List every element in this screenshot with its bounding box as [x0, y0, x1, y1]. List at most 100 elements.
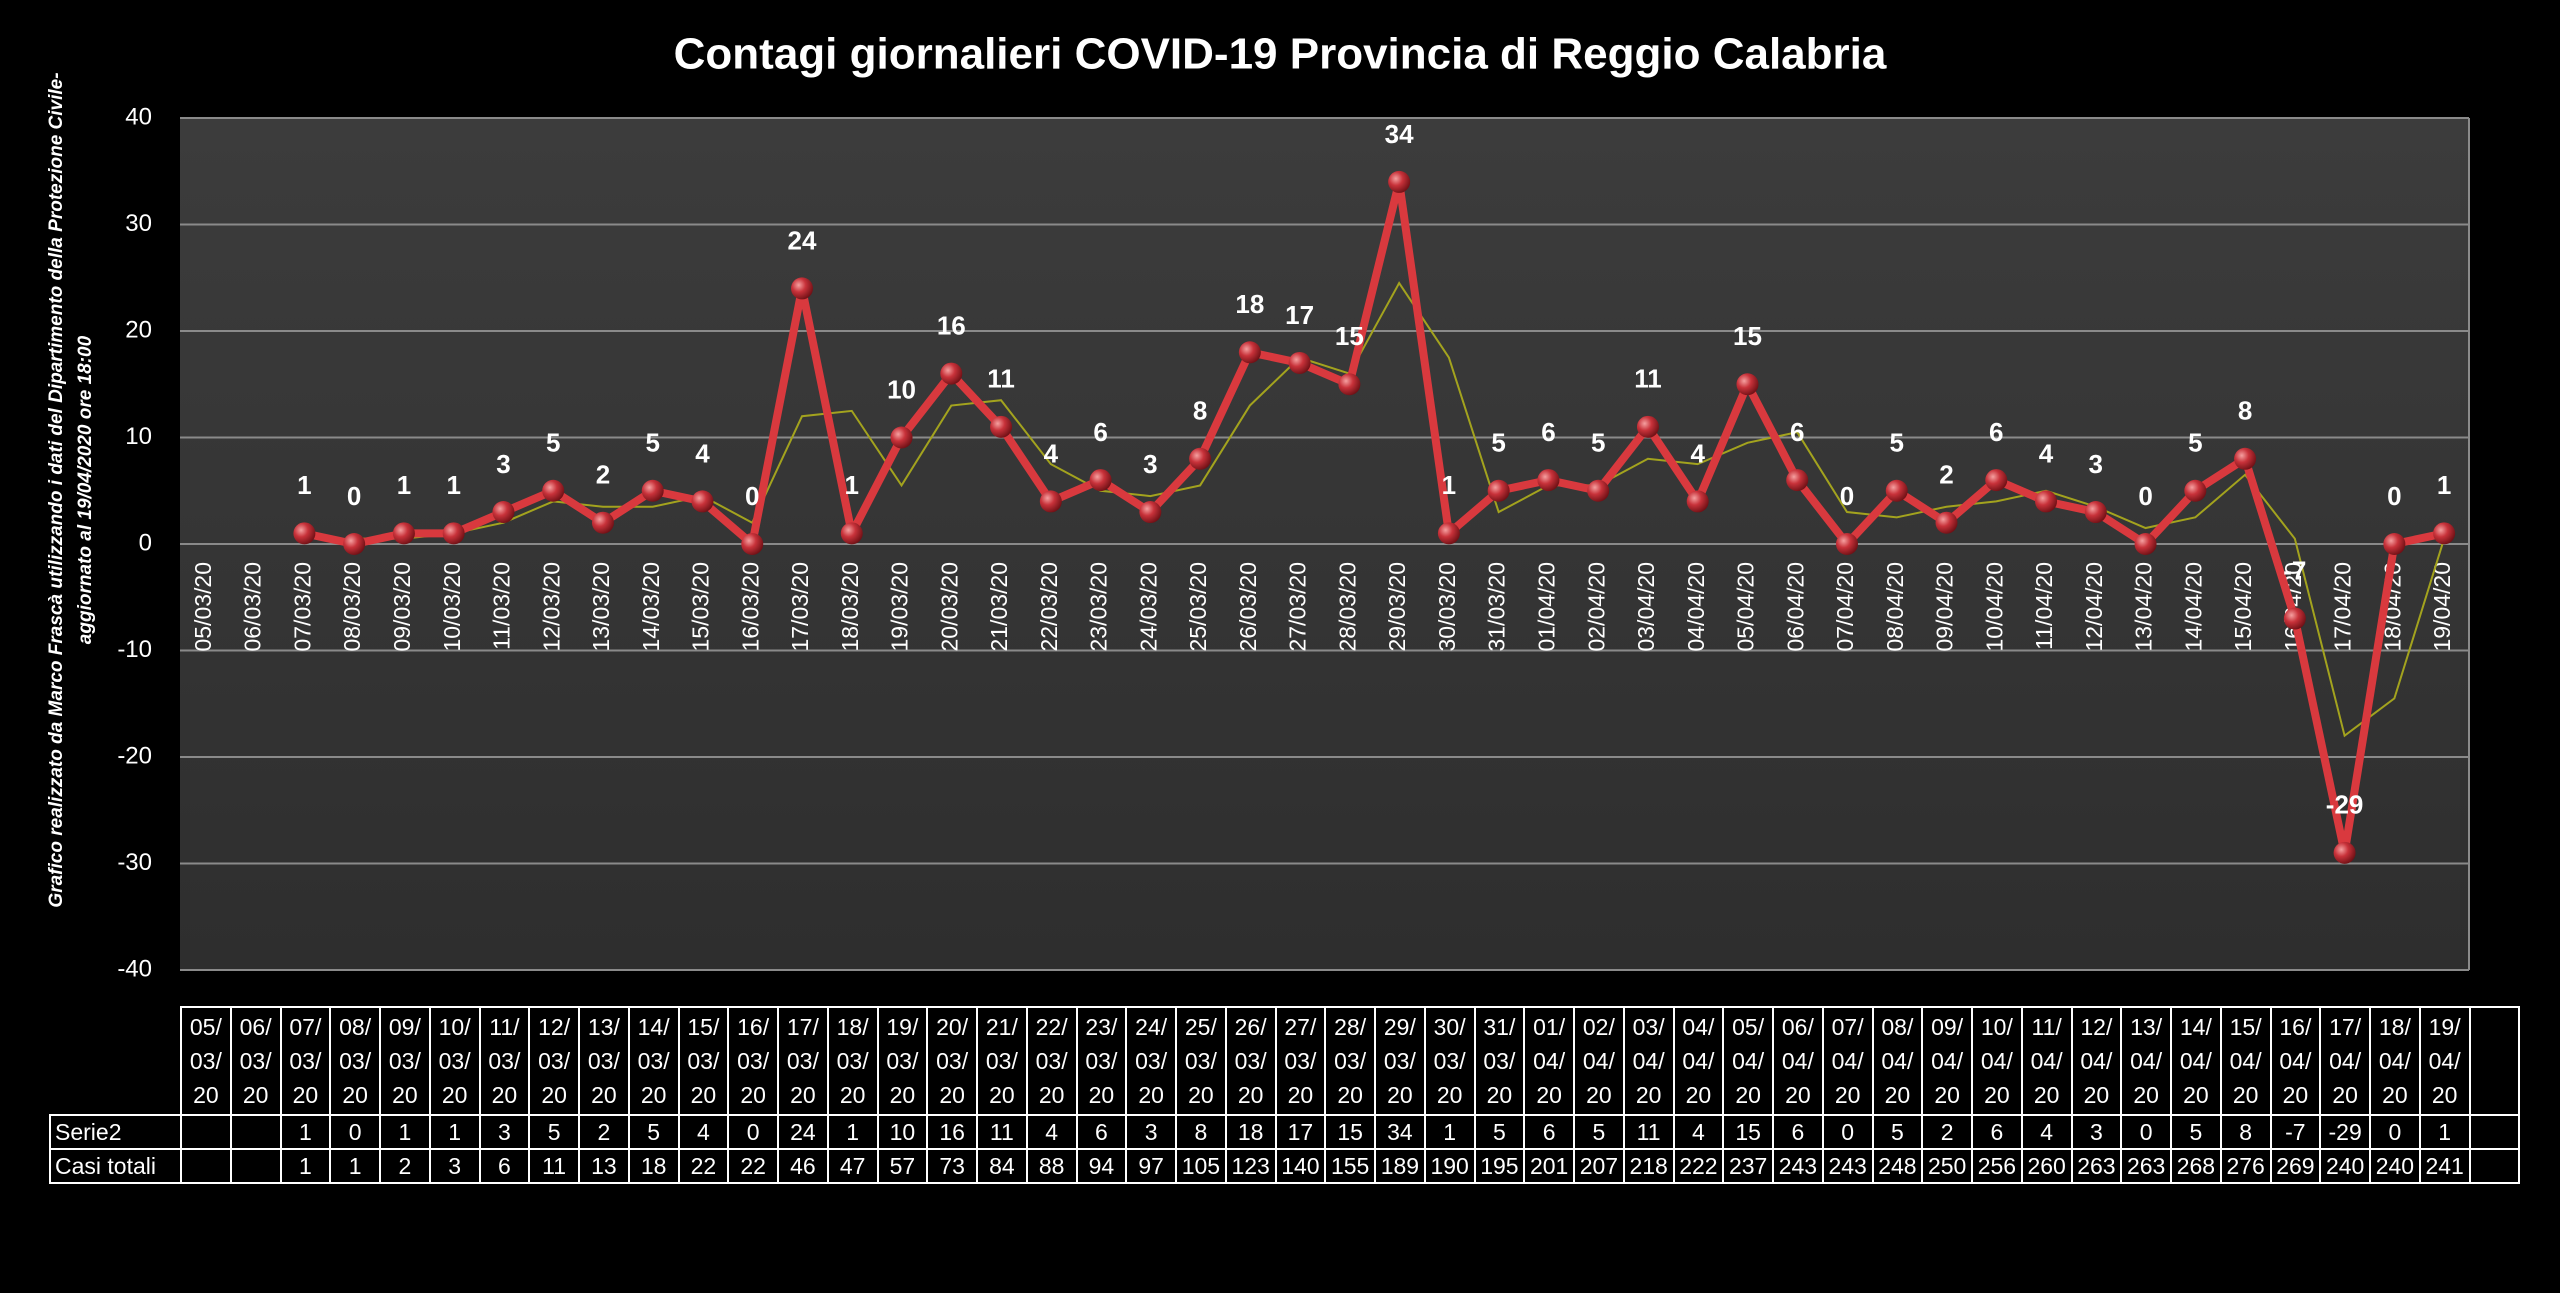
- y-tick-label: 30: [125, 210, 152, 237]
- marker: [840, 522, 863, 545]
- x-tick-label: 13/04/20: [2131, 562, 2157, 652]
- table-cell: 243: [1821, 1148, 1874, 1184]
- table-cell: 155: [1324, 1148, 1376, 1184]
- x-tick-label: 24/03/20: [1135, 562, 1161, 652]
- chart-title: Contagi giornalieri COVID-19 Provincia d…: [674, 30, 1887, 79]
- data-label: 11: [1634, 364, 1662, 394]
- table-cell: 11/03/20: [478, 1006, 531, 1116]
- table-cell: 263: [2070, 1148, 2123, 1184]
- x-tick-label: 12/04/20: [2081, 562, 2107, 652]
- x-tick-label: 14/04/20: [2180, 562, 2206, 652]
- data-label: 6: [1790, 417, 1804, 447]
- table-cell: 2: [1921, 1114, 1973, 1150]
- x-tick-label: 31/03/20: [1484, 562, 1510, 652]
- table-cell: 11: [976, 1114, 1028, 1150]
- table-cell: 6: [1075, 1114, 1128, 1150]
- marker: [442, 522, 465, 545]
- table-cell: [229, 1114, 282, 1150]
- table-cell: 237: [1722, 1148, 1774, 1184]
- table-cell: 14/03/20: [627, 1006, 680, 1116]
- marker: [1437, 522, 1460, 545]
- table-cell: 260: [2020, 1148, 2073, 1184]
- y-tick-label: 0: [139, 529, 152, 556]
- table-cell: 04/04/20: [1672, 1006, 1725, 1116]
- table-cell: 17/04/20: [2319, 1006, 2371, 1116]
- marker: [591, 511, 614, 534]
- data-label: 5: [2188, 428, 2202, 458]
- x-tick-label: 08/03/20: [339, 562, 365, 652]
- x-tick-label: 27/03/20: [1285, 562, 1311, 652]
- table-cell: 31/03/20: [1473, 1006, 1526, 1116]
- x-tick-label: 20/03/20: [936, 562, 962, 652]
- table-cell: 02/04/20: [1573, 1006, 1625, 1116]
- table-cell: 57: [876, 1148, 929, 1184]
- table-cell: 3: [2070, 1114, 2123, 1150]
- table-cell: 4: [677, 1114, 730, 1150]
- x-tick-label: 19/04/20: [2429, 562, 2455, 652]
- table-cell: 3: [478, 1114, 531, 1150]
- marker: [2333, 841, 2356, 864]
- data-label: 8: [2238, 396, 2252, 426]
- table-cell: Serie2: [49, 1114, 182, 1150]
- table-cell: 276: [2219, 1148, 2272, 1184]
- table-cell: 2: [379, 1148, 431, 1184]
- table-cell: 11: [1622, 1114, 1675, 1150]
- marker: [990, 415, 1013, 438]
- marker: [940, 362, 963, 385]
- data-label: 3: [2089, 449, 2103, 479]
- marker: [641, 479, 664, 502]
- data-label: 1: [297, 470, 311, 500]
- marker: [741, 533, 764, 555]
- table-cell: 22: [727, 1148, 779, 1184]
- table-row: Serie2 1 0 1 1 3 5 2 5 4 0 24 1 10 16 11 4 6 3 8 18 17 15 34 1 5 6…: [49, 1114, 2521, 1150]
- y-tick-label: -30: [117, 849, 152, 876]
- table-cell: 16: [926, 1114, 978, 1150]
- table-cell: 105: [1175, 1148, 1227, 1184]
- table-cell: 222: [1672, 1148, 1725, 1184]
- y-tick-label: 10: [125, 423, 152, 450]
- x-tick-label: 10/04/20: [1981, 562, 2007, 652]
- marker: [1835, 533, 1858, 555]
- table-cell: 8: [2219, 1114, 2272, 1150]
- table-cell: 19/03/20: [876, 1006, 929, 1116]
- table-cell: 21/03/20: [976, 1006, 1028, 1116]
- data-label: 11: [987, 364, 1015, 394]
- marker: [890, 426, 913, 449]
- table-cell: 12/04/20: [2070, 1006, 2123, 1116]
- table-cell: 05/04/20: [1722, 1006, 1774, 1116]
- table-cell: 256: [1971, 1148, 2023, 1184]
- x-tick-label: 02/04/20: [1583, 562, 1609, 652]
- x-tick-label: 19/03/20: [887, 562, 913, 652]
- marker: [1636, 415, 1659, 438]
- table-cell: 97: [1125, 1148, 1177, 1184]
- table-cell: 15: [1324, 1114, 1376, 1150]
- marker: [791, 277, 814, 300]
- table-cell: 2: [578, 1114, 630, 1150]
- table-cell: 1: [279, 1114, 332, 1150]
- table-cell: 1: [379, 1114, 431, 1150]
- x-tick-label: 17/03/20: [787, 562, 813, 652]
- x-tick-label: 09/03/20: [389, 562, 415, 652]
- table-cell: 6: [1971, 1114, 2023, 1150]
- data-label: 5: [546, 428, 560, 458]
- x-tick-label: 03/04/20: [1633, 562, 1659, 652]
- table-cell: 5: [1473, 1114, 1526, 1150]
- table-cell: 15/04/20: [2219, 1006, 2272, 1116]
- marker: [2084, 501, 2107, 524]
- table-cell: 01/04/20: [1523, 1006, 1575, 1116]
- side-note: aggiornato al 19/04/2020 ore 18:00: [75, 335, 96, 644]
- marker: [1238, 341, 1261, 364]
- y-tick-label: 20: [125, 316, 152, 343]
- table-cell: 13/03/20: [578, 1006, 630, 1116]
- table-cell: 6: [1772, 1114, 1824, 1150]
- table-cell: 24/03/20: [1125, 1006, 1177, 1116]
- x-tick-label: 08/04/20: [1882, 562, 1908, 652]
- table-cell: -29: [2319, 1114, 2371, 1150]
- marker: [1039, 490, 1062, 513]
- table-cell: 3: [1125, 1114, 1177, 1150]
- x-tick-label: 29/03/20: [1384, 562, 1410, 652]
- table-cell: 17/03/20: [777, 1006, 829, 1116]
- marker: [1338, 373, 1361, 396]
- table-cell: 15: [1722, 1114, 1774, 1150]
- data-label: 3: [1143, 449, 1157, 479]
